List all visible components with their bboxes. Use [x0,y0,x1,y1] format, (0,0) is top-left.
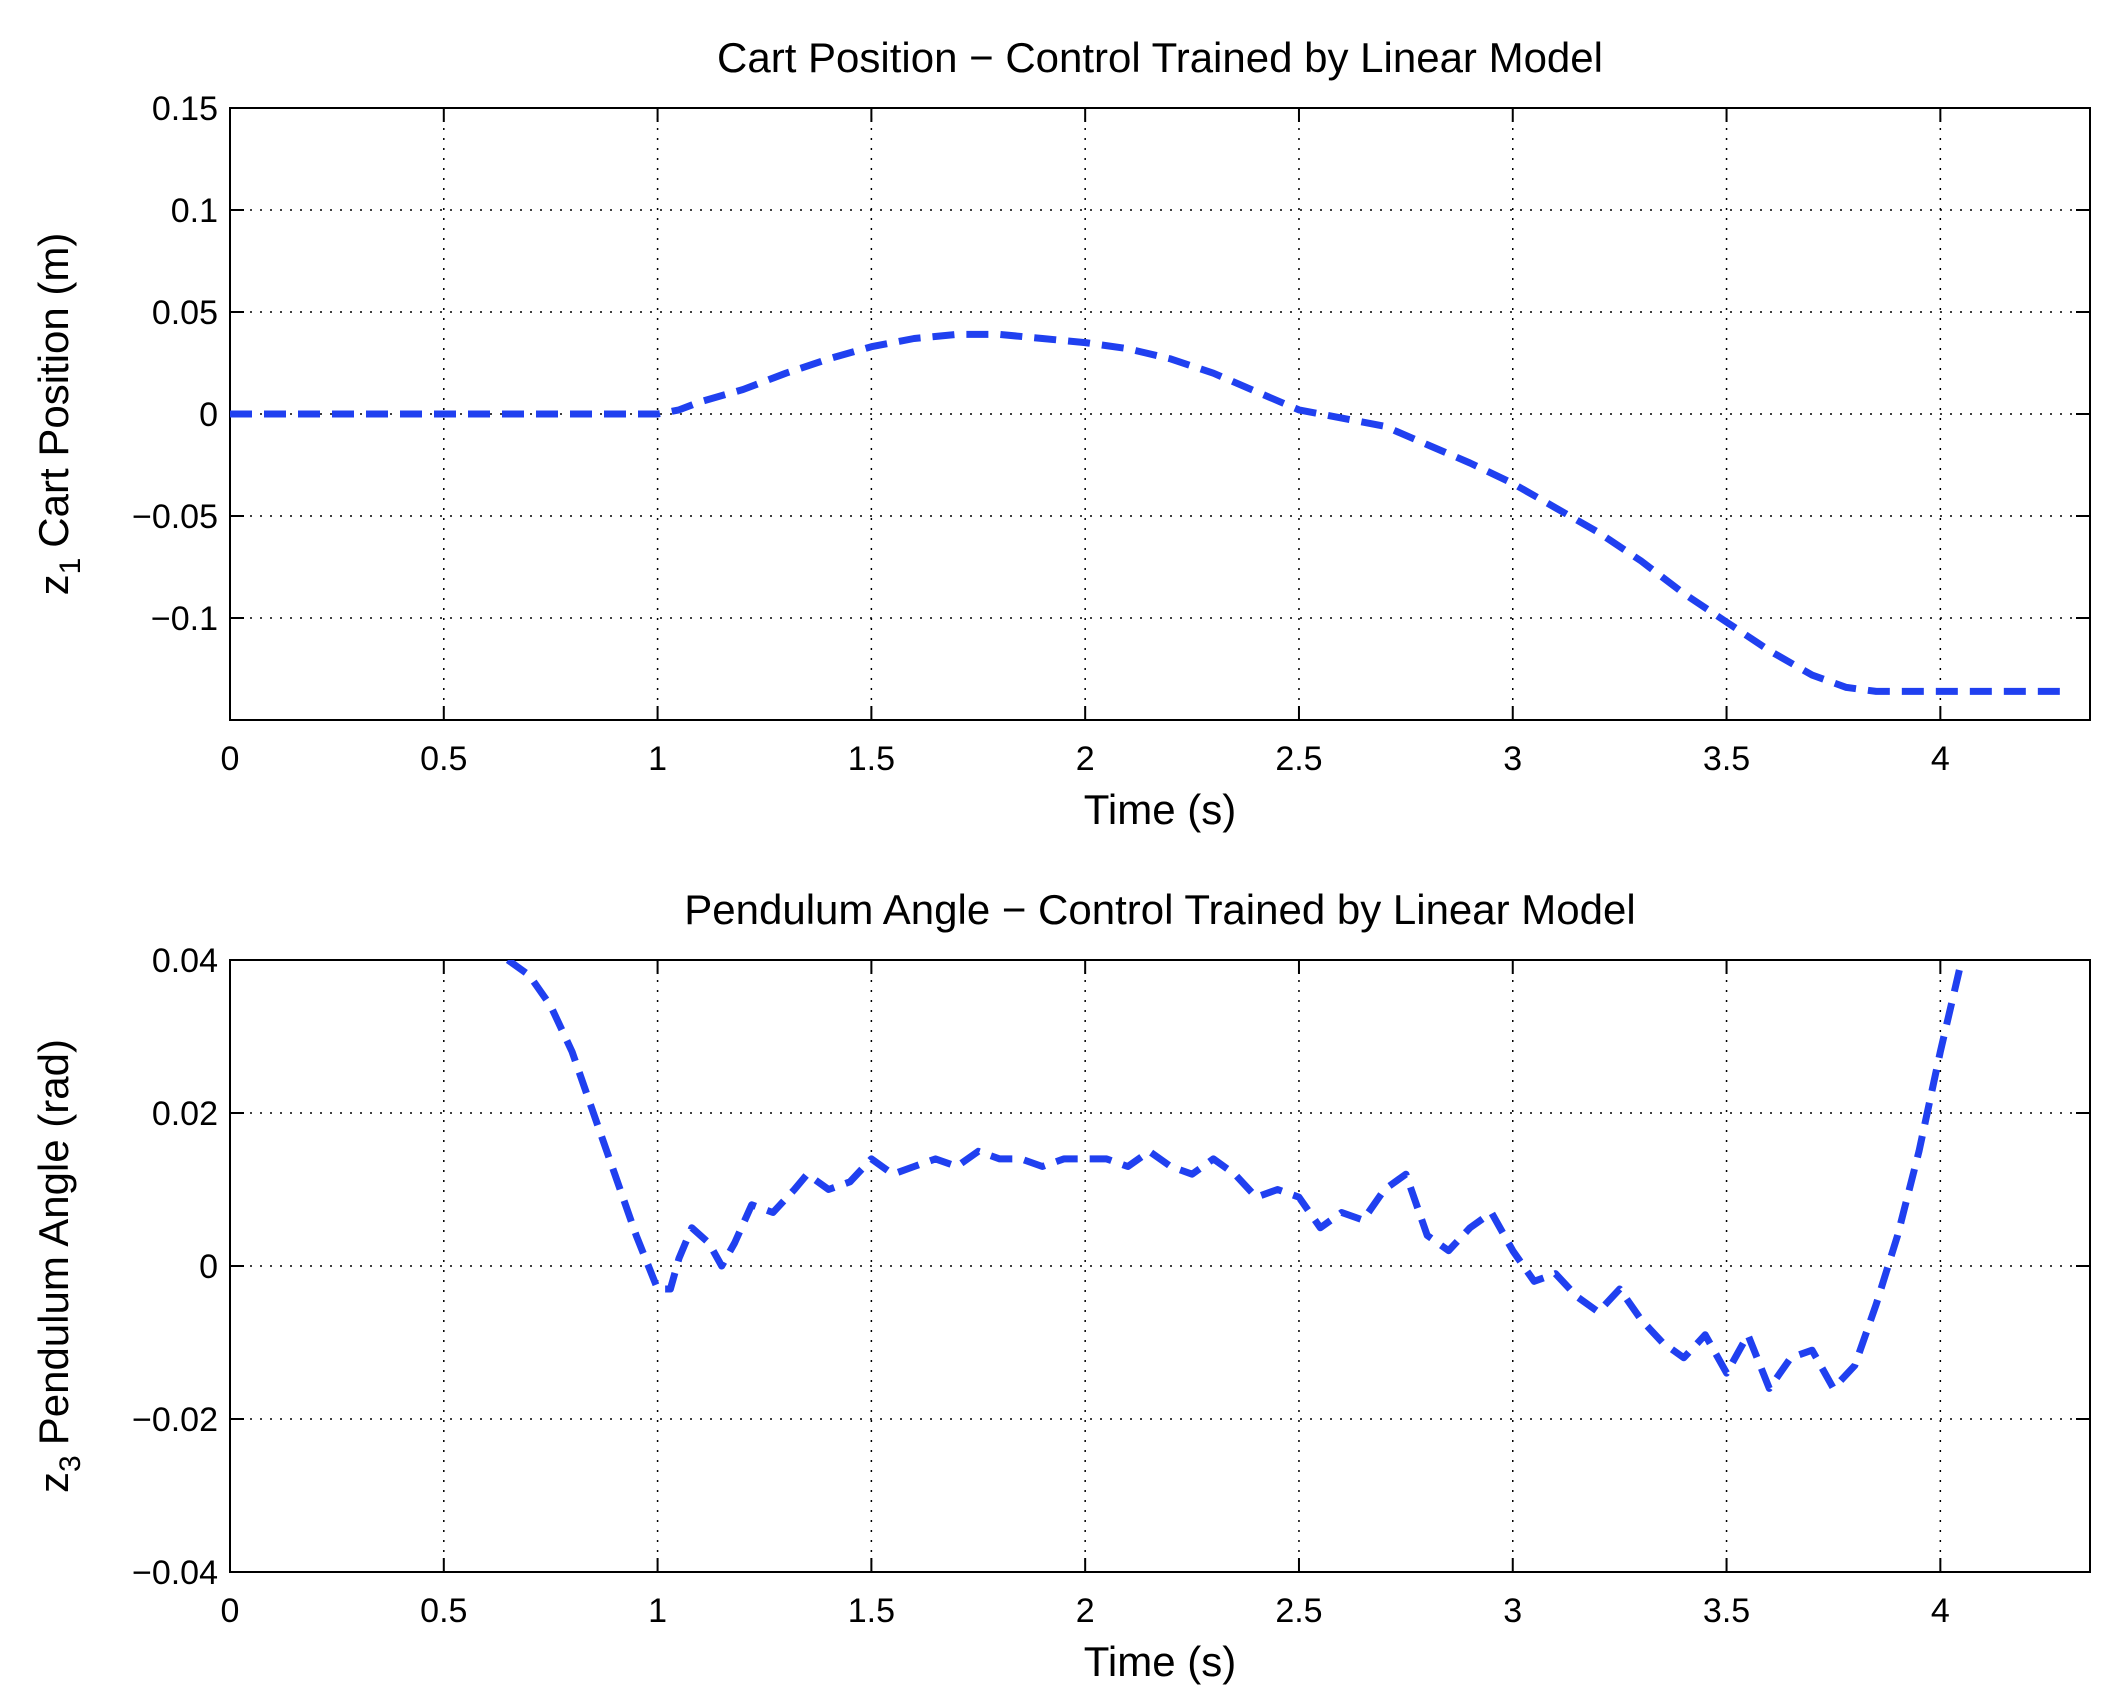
pendulum-angle-x-axis-label: Time (s) [1084,1638,1236,1685]
cart-position-chart: 0 0.5 1 1.5 2 2.5 3 3.5 4 −0.1 −0.05 0 0.05 0.1 0.15 C… [30,34,2091,833]
pendulum-angle-grid [230,960,2090,1572]
pendulum-angle-y-axis-subscript: 3 [54,1455,87,1472]
pendulum-angle-ticks: 0 0.5 1 1.5 2 2.5 3 3.5 4 −0.04 −0.02 0 0.02 0.04 [132,942,2090,1630]
cart-position-y-tick-label: 0.15 [152,90,218,128]
pendulum-angle-y-tick-label: −0.04 [132,1554,218,1592]
pendulum-angle-x-tick-label: 3.5 [1703,1592,1750,1630]
cart-position-x-tick-label: 0.5 [420,740,467,778]
cart-position-x-tick-label: 4 [1931,740,1950,778]
pendulum-angle-series [505,960,1966,1392]
cart-position-ticks: 0 0.5 1 1.5 2 2.5 3 3.5 4 −0.1 −0.05 0 0.05 0.1 0.15 [132,90,2090,778]
pendulum-angle-x-tick-label: 2.5 [1275,1592,1322,1630]
pendulum-angle-y-axis-label: z3 Pendulum Angle (rad) [30,1039,87,1493]
pendulum-angle-y-tick-label: −0.02 [132,1401,218,1439]
cart-position-title: Cart Position − Control Trained by Linea… [717,34,1603,81]
pendulum-angle-y-tick-label: 0.04 [152,942,218,980]
cart-position-y-tick-label: −0.05 [132,498,218,536]
pendulum-angle-x-tick-label: 2 [1076,1592,1095,1630]
cart-position-y-axis-var: z [30,574,77,595]
pendulum-angle-chart: 0 0.5 1 1.5 2 2.5 3 3.5 4 −0.04 −0.02 0 0.02 0.04 Pen… [30,886,2091,1685]
cart-position-series-line-z1 [230,330,2061,695]
cart-position-y-axis-text: Cart Position (m) [30,233,77,548]
cart-position-y-tick-label: 0.05 [152,294,218,332]
pendulum-angle-x-tick-label: 0 [221,1592,240,1630]
cart-position-y-axis-subscript: 1 [54,558,87,575]
cart-position-x-tick-label: 2.5 [1275,740,1322,778]
cart-position-y-tick-label: 0.1 [171,192,218,230]
cart-position-x-tick-label: 2 [1076,740,1095,778]
cart-position-series [230,330,2061,695]
pendulum-angle-x-tick-label: 1.5 [848,1592,895,1630]
pendulum-angle-y-tick-label: 0.02 [152,1095,218,1133]
pendulum-angle-x-tick-label: 3 [1503,1592,1522,1630]
pendulum-angle-x-tick-label: 4 [1931,1592,1950,1630]
cart-position-x-tick-label: 0 [221,740,240,778]
pendulum-angle-series-line-z3 [505,960,1966,1392]
pendulum-angle-title: Pendulum Angle − Control Trained by Line… [684,886,1635,933]
cart-position-x-tick-label: 3.5 [1703,740,1750,778]
cart-position-x-tick-label: 1.5 [848,740,895,778]
pendulum-angle-x-tick-label: 1 [648,1592,667,1630]
cart-position-y-tick-label: −0.1 [151,600,218,638]
cart-position-x-axis-label: Time (s) [1084,786,1236,833]
cart-position-x-tick-label: 1 [648,740,667,778]
cart-position-x-tick-label: 3 [1503,740,1522,778]
pendulum-angle-y-axis-var: z [30,1472,77,1493]
pendulum-angle-y-tick-label: 0 [199,1248,218,1286]
cart-position-y-tick-label: 0 [199,396,218,434]
pendulum-angle-x-tick-label: 0.5 [420,1592,467,1630]
cart-position-y-axis-label: z1 Cart Position (m) [30,233,87,596]
pendulum-angle-y-axis-text: Pendulum Angle (rad) [30,1039,77,1445]
